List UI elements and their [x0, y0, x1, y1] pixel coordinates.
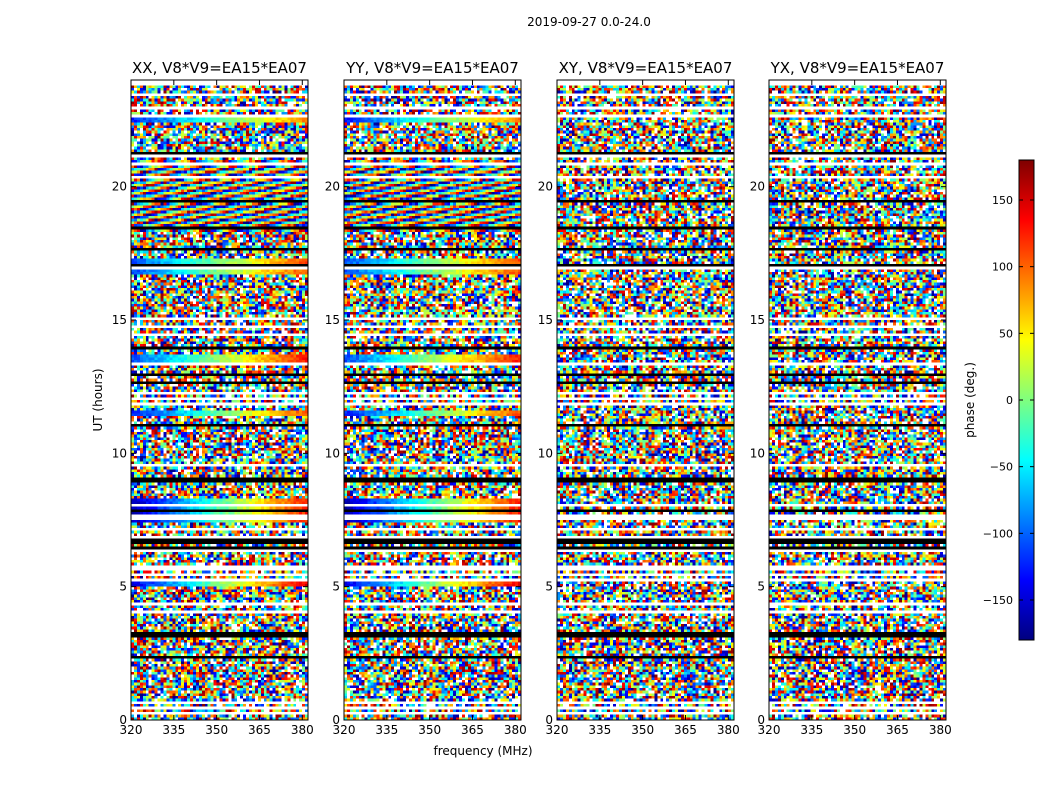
y-axis-label: UT (hours)	[91, 368, 105, 431]
x-tick-label: 380	[717, 723, 740, 737]
phase-heatmap	[769, 80, 946, 720]
y-tick-label: 15	[750, 313, 765, 327]
colorbar-tick-label: 100	[992, 261, 1013, 274]
x-tick-label: 335	[800, 723, 823, 737]
x-tick-label: 350	[843, 723, 866, 737]
x-tick-label: 335	[375, 723, 398, 737]
panel-title: XX, V8*V9=EA15*EA07	[132, 59, 307, 77]
x-tick-label: 365	[674, 723, 697, 737]
x-tick-label: 365	[461, 723, 484, 737]
y-tick-label: 20	[325, 180, 340, 194]
panel-xx: XX, V8*V9=EA15*EA07 320 335 350 365 380 0 5 10 15…	[112, 59, 314, 737]
axes-frame	[768, 79, 947, 721]
y-tick-label: 5	[545, 580, 553, 594]
colorbar-tick-label: 50	[999, 327, 1013, 340]
y-tick-label: 10	[325, 446, 340, 460]
axes-frame	[130, 79, 309, 721]
x-axis-label: frequency (MHz)	[433, 744, 532, 758]
x-tick-label: 335	[588, 723, 611, 737]
phase-heatmap	[344, 80, 521, 720]
figure-title: 2019-09-27 0.0-24.0	[527, 15, 651, 29]
y-tick-label: 10	[538, 446, 553, 460]
panel-yx: YX, V8*V9=EA15*EA07 320 335 350 365 380 0 5 10 15…	[750, 59, 952, 737]
y-tick-label: 0	[332, 713, 340, 727]
x-tick-label: 335	[162, 723, 185, 737]
x-tick-label: 365	[886, 723, 909, 737]
y-tick-label: 15	[538, 313, 553, 327]
panel-title: YY, V8*V9=EA15*EA07	[345, 59, 519, 77]
x-tick-label: 320	[546, 723, 569, 737]
axes-frame	[343, 79, 522, 721]
x-tick-label: 320	[120, 723, 143, 737]
x-tick-label: 365	[248, 723, 271, 737]
y-tick-label: 5	[119, 580, 127, 594]
phase-heatmap	[557, 80, 734, 720]
y-tick-label: 0	[545, 713, 553, 727]
panels-group: XX, V8*V9=EA15*EA07 320 335 350 365 380 0 5 10 15…	[112, 59, 952, 737]
x-tick-label: 380	[291, 723, 314, 737]
y-tick-label: 0	[119, 713, 127, 727]
x-tick-label: 350	[205, 723, 228, 737]
panel-title: XY, V8*V9=EA15*EA07	[559, 59, 733, 77]
x-tick-label: 320	[758, 723, 781, 737]
panel-xy: XY, V8*V9=EA15*EA07 320 335 350 365 380 0 5 10 15…	[538, 59, 740, 737]
x-tick-label: 350	[631, 723, 654, 737]
colorbar-tick-label: −50	[990, 461, 1013, 474]
y-tick-label: 5	[757, 580, 765, 594]
x-tick-label: 380	[929, 723, 952, 737]
axes-frame	[556, 79, 735, 721]
colorbar-label: phase (deg.)	[963, 362, 977, 438]
colorbar-tick-label: −150	[983, 594, 1013, 607]
y-tick-label: 15	[112, 313, 127, 327]
y-tick-label: 20	[112, 180, 127, 194]
colorbar-tick-label: −100	[983, 527, 1013, 540]
panel-title: YX, V8*V9=EA15*EA07	[770, 59, 945, 77]
y-tick-label: 15	[325, 313, 340, 327]
y-tick-label: 10	[750, 446, 765, 460]
colorbar-tick-label: 0	[1006, 394, 1013, 407]
colorbar: −150 −100 −50 0 50 100 150 phase (deg.)	[963, 159, 1035, 641]
phase-heatmap	[131, 80, 308, 720]
y-tick-label: 0	[757, 713, 765, 727]
y-tick-label: 20	[750, 180, 765, 194]
colorbar-tick-label: 150	[992, 194, 1013, 207]
y-tick-label: 20	[538, 180, 553, 194]
panel-yy: YY, V8*V9=EA15*EA07 320 335 350 365 380 0 5 10 15…	[325, 59, 527, 737]
y-tick-label: 5	[332, 580, 340, 594]
x-tick-label: 320	[333, 723, 356, 737]
y-tick-label: 10	[112, 446, 127, 460]
x-tick-label: 380	[504, 723, 527, 737]
x-tick-label: 350	[418, 723, 441, 737]
